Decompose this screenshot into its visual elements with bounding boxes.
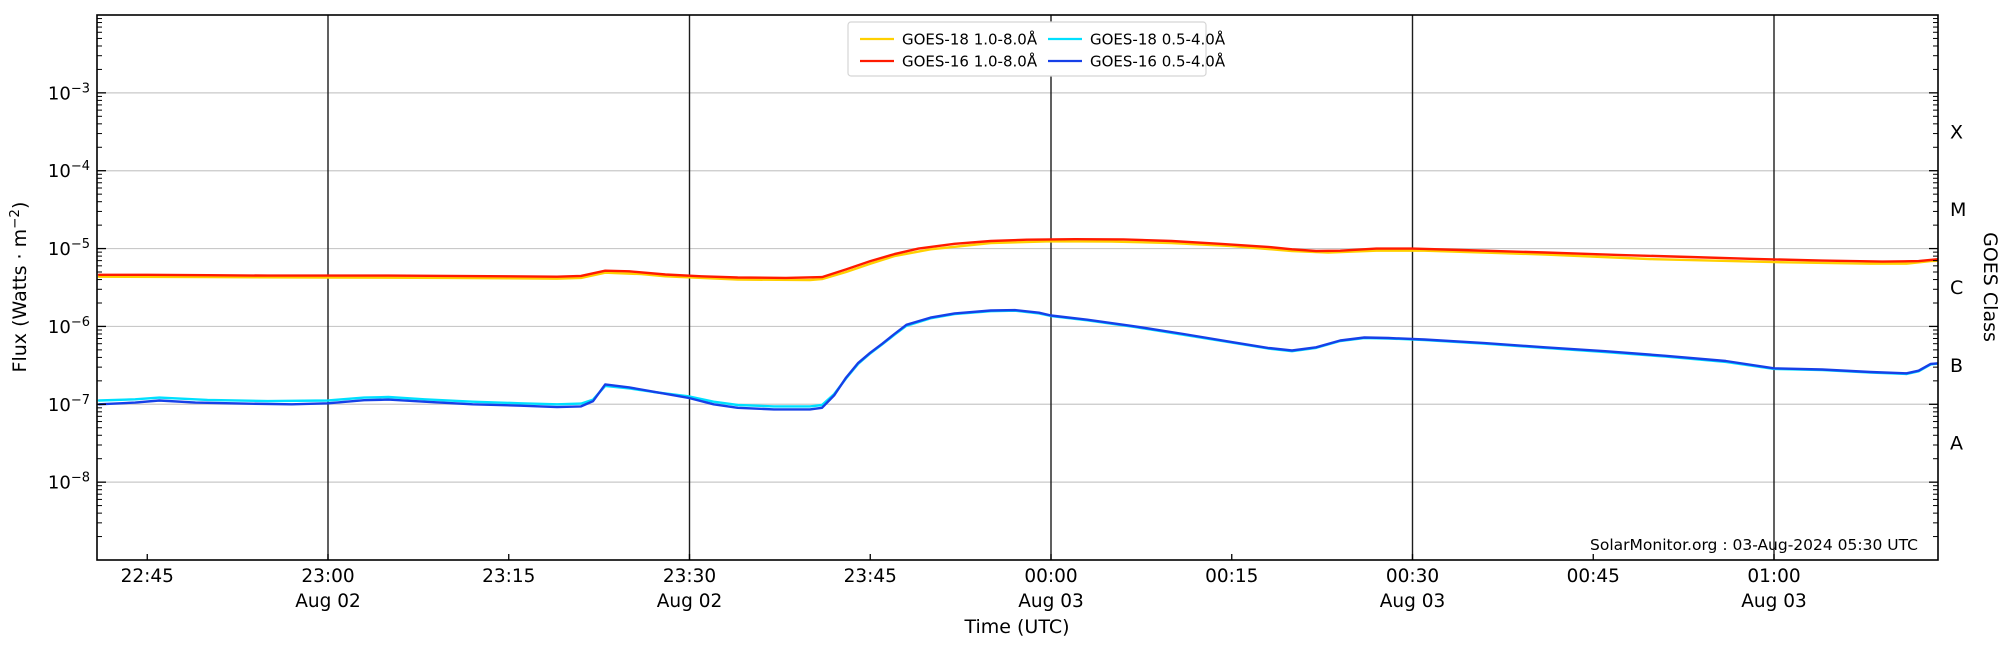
y-tick-label: 10−8 (48, 471, 90, 494)
flux-curve (97, 238, 1938, 280)
flux-curve (97, 240, 1938, 282)
y-axis-tick-labels: 10−3 10−4 10−5 10−6 10−7 10−8 (48, 81, 90, 493)
flux-curves (97, 238, 1938, 411)
x-tick-label: 00:45 (1567, 566, 1620, 587)
goes-class-letter: B (1950, 355, 1963, 377)
goes-class-letter: M (1950, 199, 1966, 221)
x-tick-label: 23:30 (663, 566, 716, 587)
flux-curve (97, 308, 1938, 411)
flux-curve (97, 309, 1938, 408)
x-tick-date-label: Aug 03 (1380, 591, 1446, 612)
horizontal-gridlines (97, 92, 1938, 483)
y-axis-title-superscript: −2 (7, 209, 23, 229)
x-tick-label: 22:45 (121, 566, 174, 587)
legend-label: GOES-16 0.5-4.0Å (1090, 52, 1226, 71)
goes-class-letter: A (1950, 433, 1963, 455)
y-tick-label: 10−5 (48, 237, 90, 260)
x-axis-title: Time (UTC) (963, 616, 1069, 638)
plot-border (96, 14, 1939, 561)
x-tick-date-label: Aug 03 (1018, 591, 1084, 612)
source-annotation: SolarMonitor.org : 03-Aug-2024 05:30 UTC (1590, 536, 1918, 554)
vertical-gridlines (327, 15, 1775, 560)
x-tick-date-label: Aug 02 (657, 591, 723, 612)
y-axis-title-prefix: Flux (Watts · m (9, 229, 31, 373)
y-tick-label: 10−4 (48, 159, 90, 182)
y-axis-title: Flux (Watts · m−2) (7, 202, 31, 373)
legend-label: GOES-16 1.0-8.0Å (902, 52, 1038, 71)
x-tick-label: 00:30 (1386, 566, 1439, 587)
legend: GOES-18 1.0-8.0Å GOES-16 1.0-8.0Å GOES-18 … (847, 21, 1226, 77)
legend-label: GOES-18 0.5-4.0Å (1090, 30, 1226, 49)
right-axis-title: GOES Class (1979, 232, 2000, 342)
legend-box (847, 21, 1207, 77)
goes-class-letter: X (1950, 121, 1963, 143)
x-tick-label: 00:00 (1024, 566, 1077, 587)
goes-class-letters: X M C B A (1950, 121, 1966, 454)
x-tick-label: 01:00 (1747, 566, 1800, 587)
x-tick-date-label: Aug 03 (1741, 591, 1807, 612)
x-tick-label: 23:15 (482, 566, 535, 587)
x-tick-label: 23:45 (844, 566, 897, 587)
x-tick-label: 23:00 (301, 566, 354, 587)
y-tick-label: 10−3 (48, 81, 90, 104)
x-axis-tick-labels: 22:45 23:00 Aug 02 23:15 23:30 Aug 02 23:45 00:… (121, 566, 1807, 612)
goes-class-letter: C (1950, 277, 1963, 299)
legend-label: GOES-18 1.0-8.0Å (902, 30, 1038, 49)
x-tick-date-label: Aug 02 (295, 591, 361, 612)
x-tick-label: 00:15 (1205, 566, 1258, 587)
axis-ticks (97, 18, 1938, 560)
y-tick-label: 10−7 (48, 393, 90, 416)
y-axis-title-suffix: ) (9, 202, 31, 209)
y-tick-label: 10−6 (48, 315, 90, 338)
